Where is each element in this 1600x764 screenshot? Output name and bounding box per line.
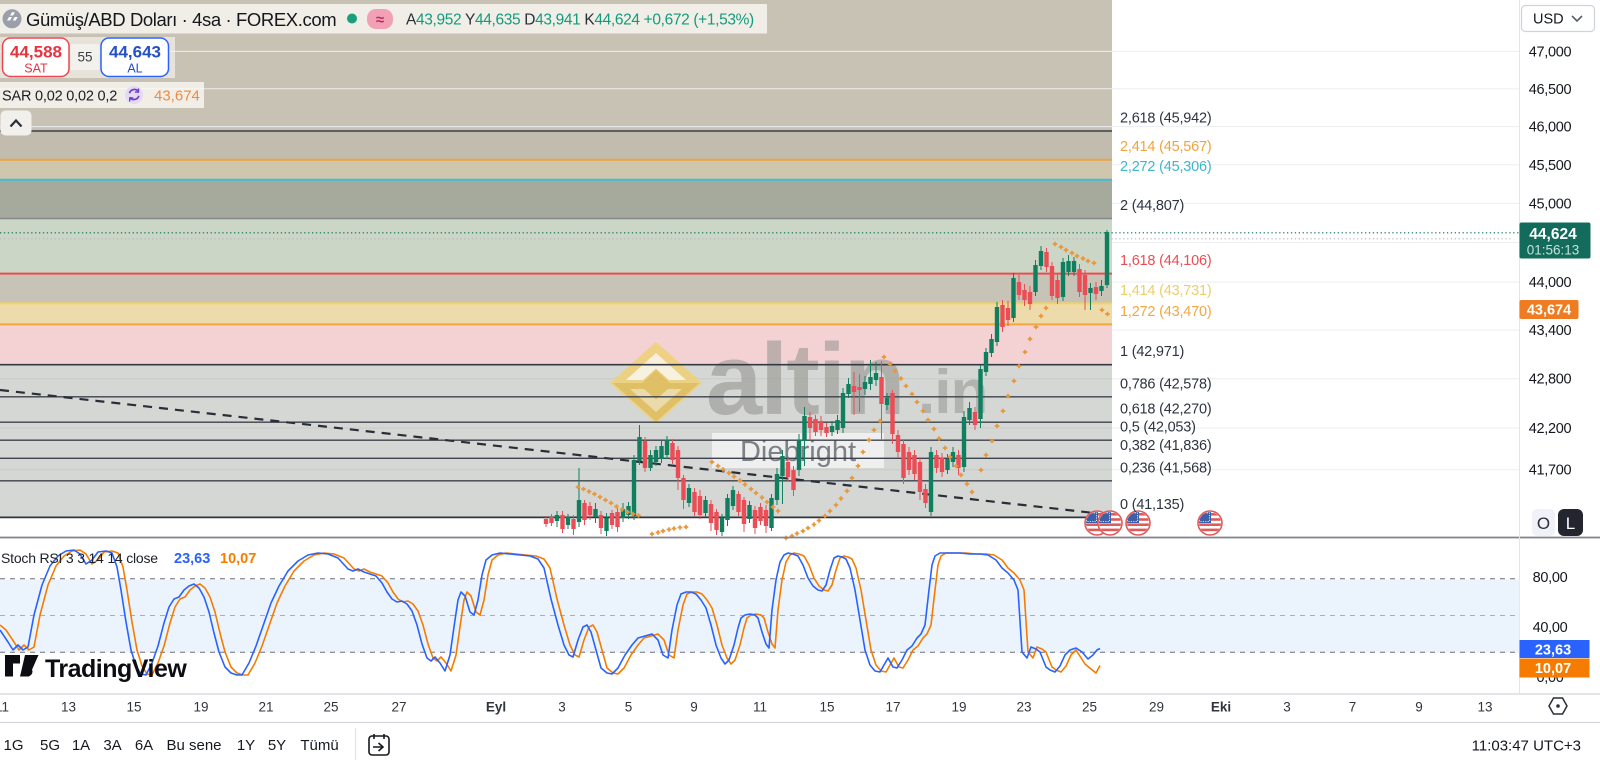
svg-text:47,000: 47,000: [1529, 44, 1572, 60]
svg-text:1,618 (44,106): 1,618 (44,106): [1120, 253, 1212, 269]
svg-text:11:03:47 UTC+3: 11:03:47 UTC+3: [1472, 738, 1581, 755]
svg-text:1Y: 1Y: [237, 737, 255, 754]
svg-text:3: 3: [558, 700, 566, 715]
svg-text:43,674: 43,674: [154, 88, 200, 105]
svg-text:10,07: 10,07: [1535, 661, 1571, 677]
svg-text:80,00: 80,00: [1533, 570, 1568, 586]
svg-text:1A: 1A: [72, 737, 90, 754]
svg-text:AL: AL: [127, 62, 142, 76]
svg-text:0 (41,135): 0 (41,135): [1120, 497, 1184, 513]
svg-text:0,618 (42,270): 0,618 (42,270): [1120, 402, 1212, 418]
svg-text:3: 3: [1283, 700, 1291, 715]
svg-text:45,000: 45,000: [1529, 196, 1572, 212]
svg-text:Gümüş/ABD Doları · 4sa · FOREX: Gümüş/ABD Doları · 4sa · FOREX.com: [26, 9, 336, 30]
svg-text:≈: ≈: [376, 12, 384, 29]
svg-text:44,000: 44,000: [1529, 275, 1572, 291]
svg-text:1,272 (43,470): 1,272 (43,470): [1120, 304, 1212, 320]
svg-text:42,200: 42,200: [1529, 421, 1572, 437]
svg-text:1 (42,971): 1 (42,971): [1120, 344, 1184, 360]
svg-text:2,272 (45,306): 2,272 (45,306): [1120, 159, 1212, 175]
svg-text:21: 21: [258, 700, 273, 715]
svg-text:23,63: 23,63: [1535, 643, 1571, 659]
svg-text:6A: 6A: [135, 737, 153, 754]
svg-text:43,674: 43,674: [1527, 303, 1571, 319]
svg-text:TradingView: TradingView: [45, 655, 187, 683]
svg-text:23: 23: [1016, 700, 1031, 715]
svg-text:1,414 (43,731): 1,414 (43,731): [1120, 283, 1212, 299]
svg-text:55: 55: [77, 50, 92, 65]
svg-text:0,5 (42,053): 0,5 (42,053): [1120, 420, 1196, 436]
svg-text:01:56:13: 01:56:13: [1527, 243, 1580, 258]
svg-text:SAR 0,02 0,02 0,2: SAR 0,02 0,02 0,2: [2, 89, 117, 105]
svg-text:O: O: [1537, 514, 1550, 533]
svg-text:Eki: Eki: [1211, 700, 1231, 715]
svg-text:11: 11: [0, 700, 9, 715]
svg-text:0,236 (41,568): 0,236 (41,568): [1120, 460, 1212, 476]
svg-text:25: 25: [1082, 700, 1097, 715]
svg-text:23,63: 23,63: [174, 551, 210, 567]
svg-text:Tümü: Tümü: [300, 737, 338, 754]
svg-text:2,618 (45,942): 2,618 (45,942): [1120, 111, 1212, 127]
svg-text:45,500: 45,500: [1529, 158, 1572, 174]
svg-text:42,800: 42,800: [1529, 372, 1572, 388]
svg-text:9: 9: [1415, 700, 1423, 715]
svg-text:7: 7: [1349, 700, 1357, 715]
svg-text:44,588: 44,588: [10, 43, 62, 62]
svg-text:19: 19: [951, 700, 966, 715]
svg-text:A43,952 Y44,635 D43,941 K44,62: A43,952 Y44,635 D43,941 K44,624 +0,672 (…: [406, 12, 754, 29]
svg-text:27: 27: [391, 700, 406, 715]
svg-text:9: 9: [690, 700, 698, 715]
svg-text:46,500: 46,500: [1529, 82, 1572, 98]
svg-text:L: L: [1566, 514, 1575, 533]
svg-text:SAT: SAT: [24, 62, 48, 76]
svg-text:5Y: 5Y: [268, 737, 286, 754]
svg-text:13: 13: [61, 700, 76, 715]
svg-text:15: 15: [126, 700, 141, 715]
svg-text:11: 11: [753, 700, 767, 715]
svg-text:2,414 (45,567): 2,414 (45,567): [1120, 139, 1212, 155]
svg-text:19: 19: [193, 700, 208, 715]
svg-text:2 (44,807): 2 (44,807): [1120, 198, 1184, 214]
svg-text:USD: USD: [1533, 12, 1564, 28]
svg-text:44,643: 44,643: [109, 43, 161, 62]
svg-text:44,624: 44,624: [1529, 226, 1577, 243]
svg-text:46,000: 46,000: [1529, 120, 1572, 136]
svg-text:3A: 3A: [103, 737, 121, 754]
svg-text:Stoch RSI 3 3 14 14 close: Stoch RSI 3 3 14 14 close: [1, 550, 158, 566]
svg-text:40,00: 40,00: [1533, 620, 1568, 636]
svg-text:43,400: 43,400: [1529, 323, 1572, 339]
svg-text:0,382 (41,836): 0,382 (41,836): [1120, 438, 1212, 454]
svg-text:5: 5: [625, 700, 633, 715]
svg-text:10,07: 10,07: [220, 551, 256, 567]
svg-text:1G: 1G: [3, 737, 23, 754]
svg-text:17: 17: [885, 700, 900, 715]
svg-text:13: 13: [1477, 700, 1492, 715]
svg-text:25: 25: [323, 700, 338, 715]
svg-text:Bu sene: Bu sene: [166, 737, 221, 754]
svg-text:0,786 (42,578): 0,786 (42,578): [1120, 376, 1212, 392]
svg-text:29: 29: [1149, 700, 1164, 715]
svg-text:5G: 5G: [40, 737, 60, 754]
svg-text:15: 15: [819, 700, 834, 715]
svg-text:Eyl: Eyl: [486, 700, 506, 715]
svg-text:41,700: 41,700: [1529, 463, 1572, 479]
